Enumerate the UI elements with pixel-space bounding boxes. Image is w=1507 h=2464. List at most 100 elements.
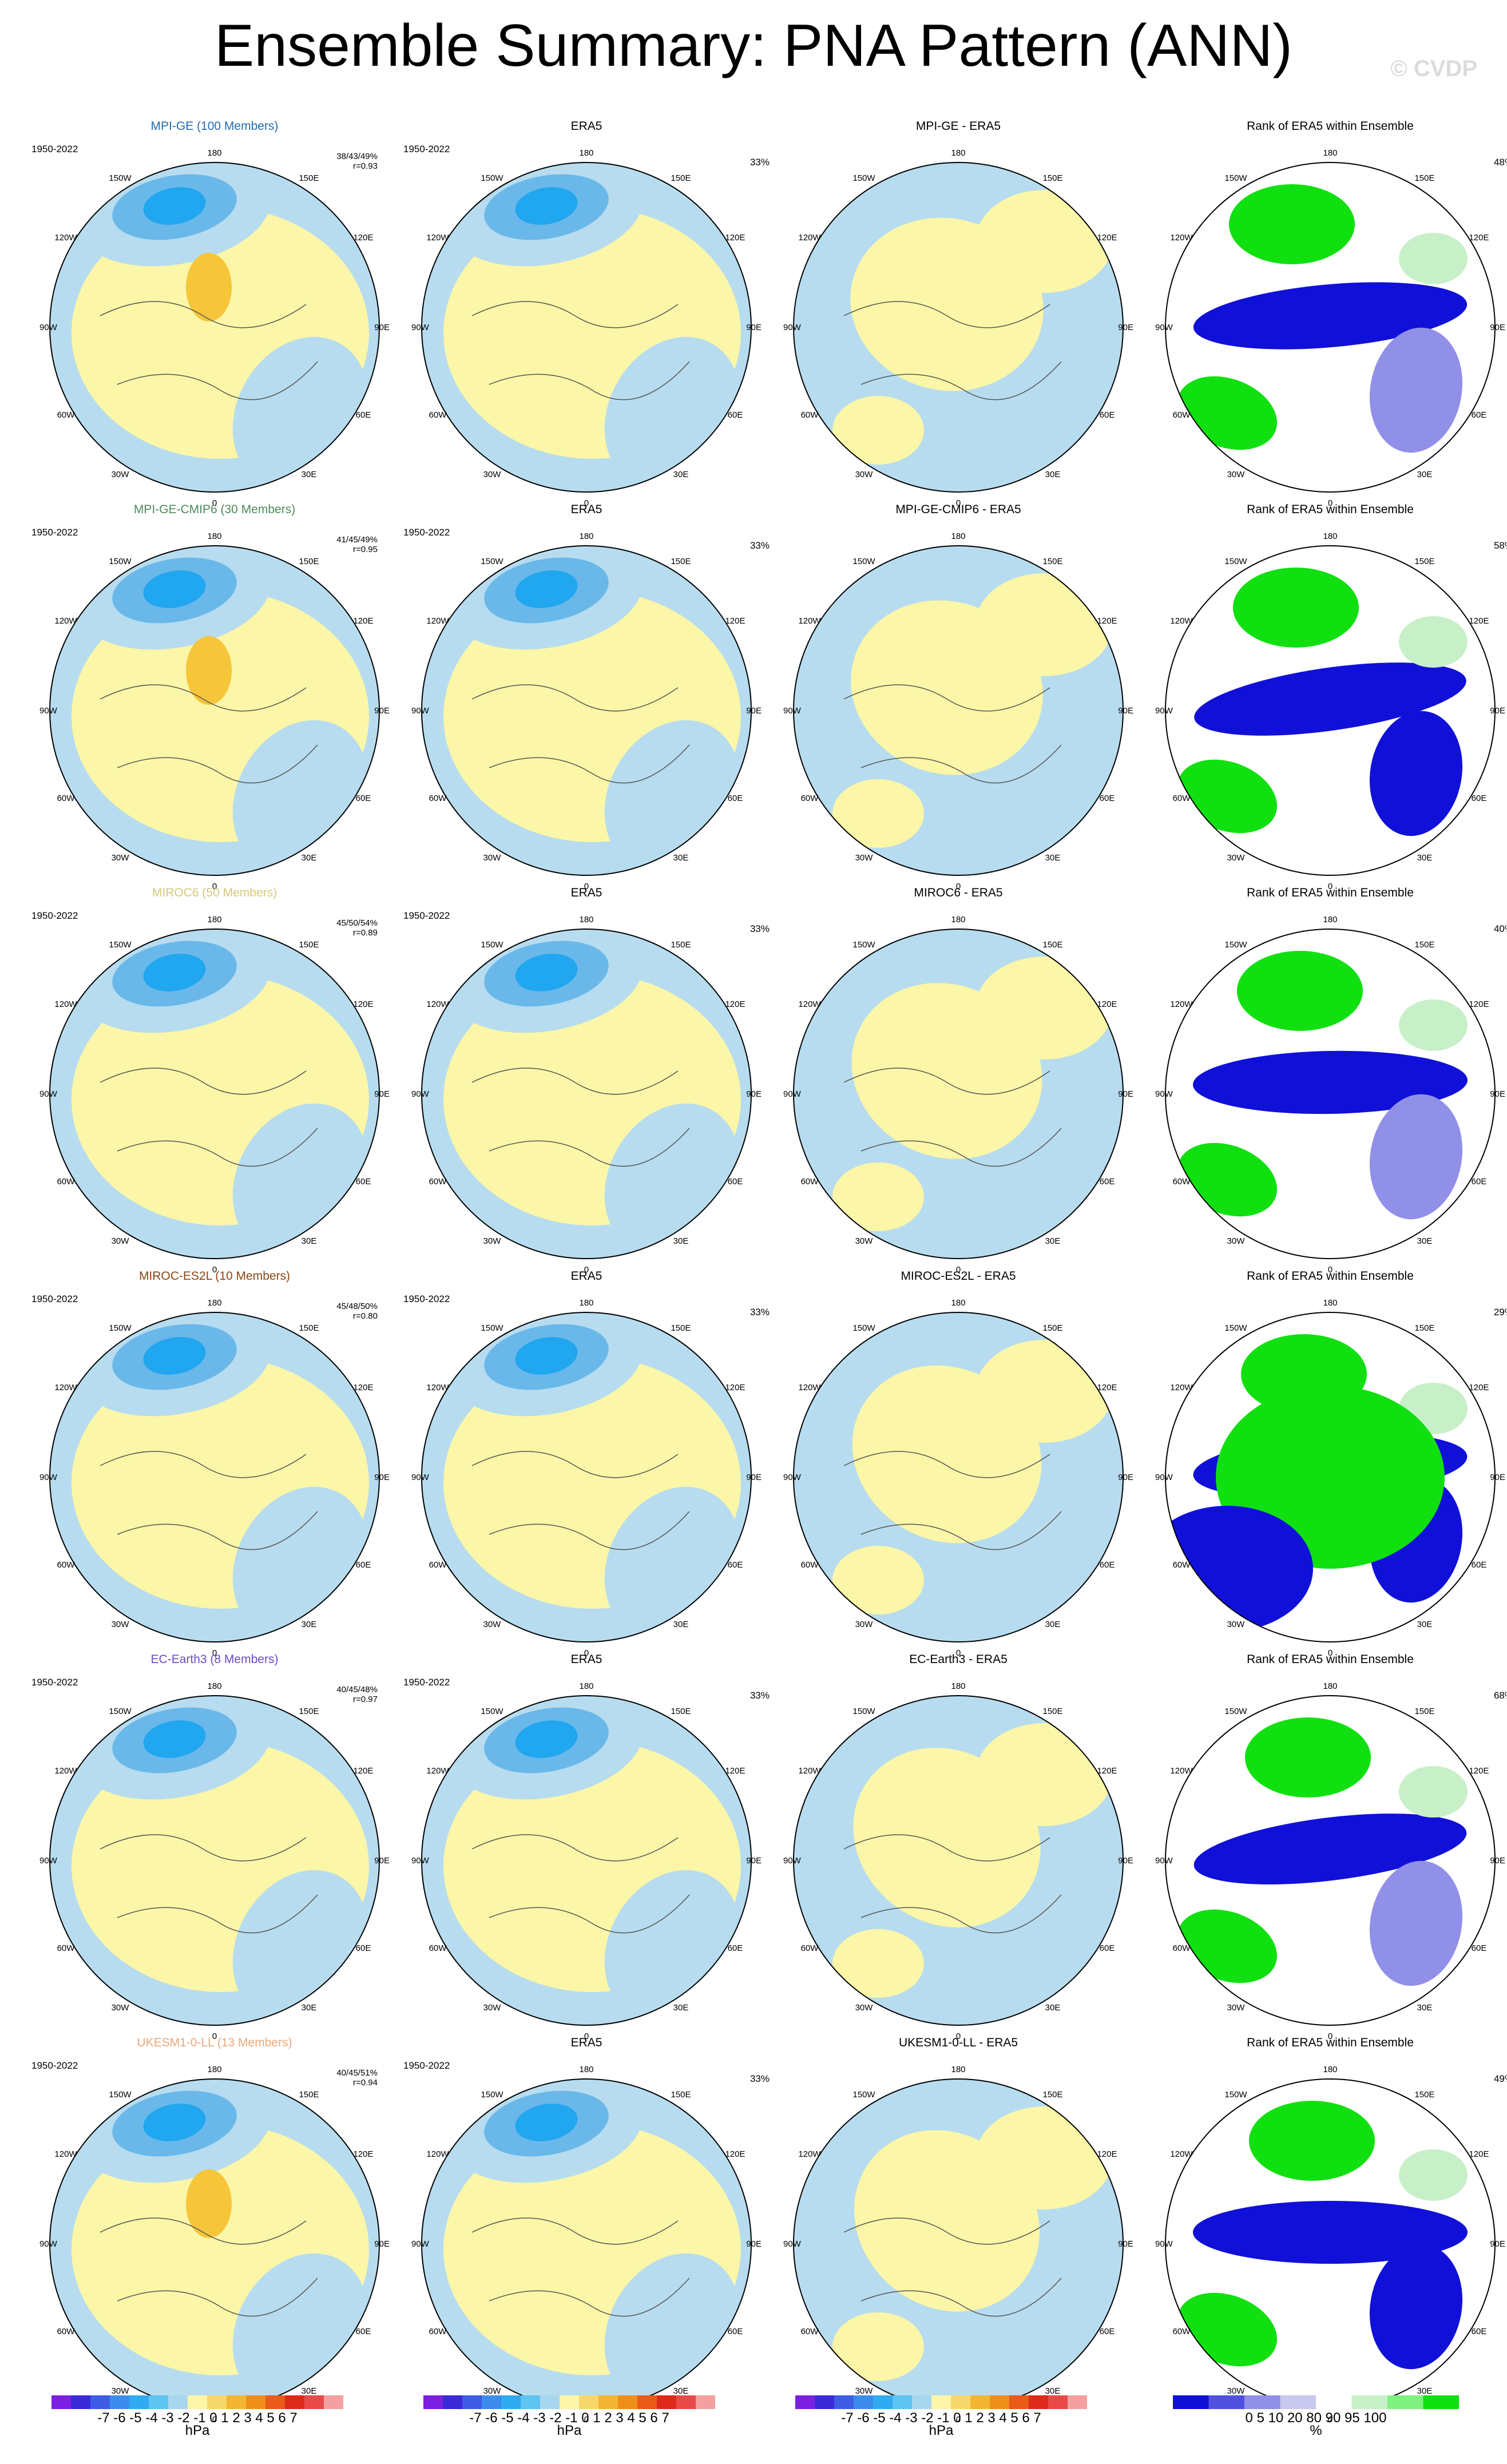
colorbar-swatch (110, 2395, 129, 2409)
colorbar-swatch (246, 2395, 265, 2409)
colorbar-swatch (90, 2395, 110, 2409)
lon-label-180: 180 (207, 531, 221, 541)
positive-anomaly-region (975, 1340, 1113, 1443)
lon-label-30e: 30E (1417, 853, 1433, 863)
lon-label-30w: 30W (1227, 853, 1246, 863)
lon-label-30e: 30E (302, 1620, 317, 1629)
panel-obs: ERA5 1950-2022 33% 180 0 90W 90E 150W 120W 150E 12… (403, 1652, 770, 2041)
pattern-stats: 40/45/51% r=0.94 (280, 2068, 378, 2088)
lon-label-90e: 90E (1490, 1856, 1505, 1866)
lon-label-150e: 150E (299, 173, 319, 183)
map-border (793, 162, 1124, 493)
polar-map: 180 0 90W 90E 150W 120W 150E 120E 60W 30W 60E 30E (1155, 915, 1505, 1275)
polar-map: 180 0 90W 90E 150W 120W 150E 120E 60W 30W 60E 30E (411, 1681, 762, 2041)
lon-label-30e: 30E (1045, 2003, 1061, 2013)
panel-model: EC-Earth3 (8 Members) 1950-2022 40/45/48% r… (31, 1652, 398, 2041)
lon-label-150w: 150W (852, 173, 875, 183)
rank-low-region (1369, 2244, 1463, 2370)
period-label: 1950-2022 (31, 527, 78, 538)
lon-label-90e: 90E (746, 706, 762, 716)
lon-label-90w: 90W (783, 706, 802, 716)
panel-rank: Rank of ERA5 within Ensemble 48% 180 0 90W 90… (1147, 119, 1507, 508)
polar-map: 180 0 90W 90E 150W 120W 150E 120E 60W 30W 60E 30E (1155, 531, 1505, 891)
panel-diff: MIROC6 - ERA5 180 0 90W 90E 150W 120W 150E 120E 6… (775, 886, 1141, 1275)
colorbar-units: hPa (929, 2423, 954, 2438)
colorbar-swatch (1387, 2395, 1423, 2409)
colorbar-units: hPa (557, 2423, 582, 2438)
lon-label-60w: 60W (57, 410, 76, 420)
variance-stats: 45/48/50% (336, 1302, 378, 1311)
map-border (1165, 1312, 1496, 1642)
lon-label-120e: 120E (1469, 999, 1489, 1009)
colorbar-swatch (265, 2395, 285, 2409)
positive-anomaly-region (832, 396, 924, 465)
positive-anomaly-region (186, 2169, 232, 2238)
colorbar-swatch (168, 2395, 188, 2409)
coastline (843, 2217, 1050, 2245)
coastline (471, 1451, 679, 1478)
lon-label-150e: 150E (1414, 1707, 1434, 1716)
polar-map: 180 0 90W 90E 150W 120W 150E 120E 60W 30W 60E 30E (783, 915, 1133, 1275)
lon-label-150e: 150E (671, 173, 691, 183)
era5-percent: 33% (749, 2073, 770, 2084)
lon-label-30e: 30E (1045, 2386, 1061, 2396)
panel-obs: ERA5 1950-2022 33% 180 0 90W 90E 150W 120W 150E 12… (403, 119, 770, 508)
panel-title: ERA5 (570, 503, 602, 516)
lon-label-60w: 60W (57, 1943, 76, 1953)
lon-label-120w: 120W (1170, 233, 1193, 243)
coastline (100, 2217, 307, 2245)
lon-label-0: 0 (584, 882, 589, 891)
lon-label-120e: 120E (1097, 2149, 1117, 2159)
lon-label-60e: 60E (356, 410, 371, 420)
lon-label-30w: 30W (112, 2386, 130, 2396)
map-border (1165, 1695, 1496, 2026)
lon-label-90w: 90W (783, 1089, 802, 1099)
colorbar-swatch (129, 2395, 149, 2409)
colorbar-swatch (618, 2395, 637, 2409)
coastline (100, 1068, 307, 1095)
lon-label-180: 180 (951, 1681, 965, 1691)
polar-map: 180 0 90W 90E 150W 120W 150E 120E 60W 30W 60E 30E (1155, 148, 1505, 508)
panel-title: EC-Earth3 - ERA5 (909, 1653, 1008, 1666)
colorbar-ticks: -7 -6 -5 -4 -3 -2 -1 0 1 2 3 4 5 6 7 (97, 2410, 298, 2426)
lon-label-120w: 120W (1170, 616, 1193, 626)
lon-label-120e: 120E (725, 616, 745, 626)
positive-anomaly-region (975, 957, 1113, 1060)
colorbar-swatch (443, 2395, 462, 2409)
lon-label-150e: 150E (299, 557, 319, 566)
lon-label-120w: 120W (54, 1766, 77, 1776)
polar-map: 180 0 90W 90E 150W 120W 150E 120E 60W 30W 60E 30E (783, 148, 1133, 508)
lon-label-90w: 90W (411, 2239, 430, 2249)
lon-label-120e: 120E (1097, 1383, 1117, 1392)
lon-label-90w: 90W (1155, 2239, 1173, 2249)
lon-label-150w: 150W (1224, 940, 1247, 950)
lon-label-0: 0 (1328, 498, 1332, 508)
lon-label-60w: 60W (1173, 1560, 1191, 1570)
panel-diff: MPI-GE - ERA5 180 0 90W 90E 150W 120W 150E 120E 6… (775, 119, 1141, 508)
lon-label-30w: 30W (855, 853, 874, 863)
lon-label-180: 180 (951, 531, 965, 541)
map-border (49, 929, 380, 1259)
coastline (471, 1834, 679, 1862)
positive-anomaly-region (186, 253, 232, 322)
panel-diff: MPI-GE-CMIP6 - ERA5 180 0 90W 90E 150W 120W 150… (775, 502, 1141, 891)
lon-label-0: 0 (212, 2031, 217, 2041)
lon-label-120e: 120E (1469, 233, 1489, 243)
lon-label-0: 0 (584, 2031, 589, 2041)
coastline (489, 744, 690, 784)
lon-label-60e: 60E (728, 793, 743, 803)
model-title: MPI-GE (100 Members) (150, 120, 279, 133)
panel-title: MIROC6 - ERA5 (914, 886, 1003, 899)
panel-rank: Rank of ERA5 within Ensemble 68% 180 0 90W 90… (1147, 1652, 1507, 2041)
positive-anomaly-region (832, 1929, 924, 1998)
lon-label-60w: 60W (801, 410, 819, 420)
lon-label-30e: 30E (302, 2003, 317, 2013)
era5-percent: 33% (749, 157, 770, 168)
variance-stats: 41/45/49% (336, 535, 378, 545)
lon-label-30w: 30W (483, 470, 502, 479)
lon-label-60e: 60E (1100, 793, 1115, 803)
lon-label-30e: 30E (302, 853, 317, 863)
lon-label-0: 0 (584, 1265, 589, 1275)
period-label: 1950-2022 (31, 1677, 78, 1688)
lon-label-60e: 60E (728, 1177, 743, 1187)
